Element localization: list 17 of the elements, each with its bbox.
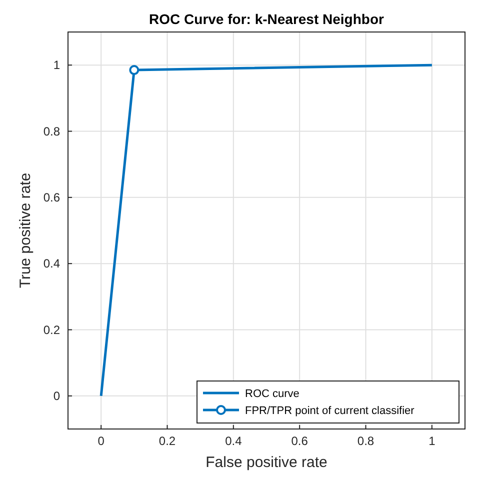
y-tick-label: 0.6 bbox=[43, 190, 60, 204]
x-tick-label: 1 bbox=[428, 434, 436, 448]
x-tick-label: 0.6 bbox=[291, 434, 308, 448]
x-tick-label: 0.2 bbox=[158, 434, 176, 448]
x-tick-label: 0.8 bbox=[357, 434, 374, 448]
y-tick-label: 0.8 bbox=[43, 124, 60, 138]
x-tick-label: 0.4 bbox=[225, 434, 242, 448]
y-axis-title: True positive rate bbox=[17, 172, 34, 288]
x-tick-label: 0 bbox=[98, 434, 105, 448]
y-tick-label: 1 bbox=[53, 58, 60, 72]
legend-label: FPR/TPR point of current classifier bbox=[245, 405, 415, 417]
chart-title: ROC Curve for: k-Nearest Neighbor bbox=[149, 11, 385, 27]
y-tick-label: 0.4 bbox=[43, 256, 60, 271]
y-tick-label: 0 bbox=[53, 388, 60, 403]
y-tick-label: 0.2 bbox=[43, 322, 60, 337]
legend-label: ROC curve bbox=[245, 388, 300, 400]
x-axis-title: False positive rate bbox=[206, 454, 328, 471]
